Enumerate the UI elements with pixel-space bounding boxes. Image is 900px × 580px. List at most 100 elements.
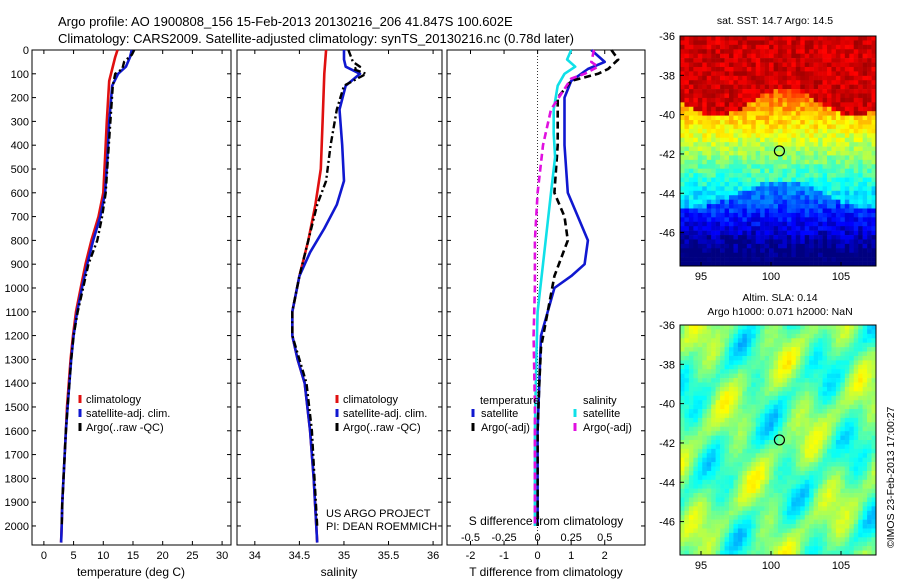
heatmap-cell (795, 66, 801, 72)
heatmap-cell (760, 89, 765, 94)
heatmap-cell (720, 44, 725, 50)
heatmap-cell (684, 329, 690, 335)
heatmap-cell (831, 155, 837, 161)
heatmap-cell (809, 479, 814, 485)
heatmap-cell (853, 475, 859, 481)
heatmap-cell (693, 537, 699, 543)
heatmap-cell (786, 71, 792, 77)
heatmap-cell (862, 164, 868, 169)
heatmap-cell (835, 115, 841, 121)
heatmap-cell (871, 378, 877, 383)
heatmap-cell (755, 475, 761, 481)
heatmap-cell (755, 325, 761, 330)
heatmap-cell (827, 347, 832, 352)
heatmap-cell (871, 75, 877, 81)
heatmap-cell (688, 53, 694, 59)
heatmap-cell (849, 208, 855, 214)
heatmap-cell (697, 44, 703, 50)
heatmap-cell (818, 484, 823, 489)
heatmap-cell (711, 195, 716, 200)
map-y-tick-label: -40 (659, 110, 675, 122)
heatmap-cell (862, 120, 868, 125)
heatmap-cell (871, 422, 877, 428)
heatmap-cell (688, 221, 694, 227)
heatmap-cell (684, 497, 690, 503)
heatmap-cell (760, 479, 765, 485)
heatmap-cell (688, 546, 694, 551)
heatmap-cell (795, 528, 801, 534)
heatmap-cell (715, 235, 721, 240)
y-tick-label: 200 (11, 93, 29, 105)
heatmap-cell (867, 155, 872, 161)
heatmap-cell (853, 329, 859, 335)
heatmap-cell (688, 146, 694, 152)
heatmap-cell (791, 212, 797, 218)
heatmap-cell (795, 199, 801, 205)
heatmap-cell (773, 40, 779, 46)
heatmap-cell (746, 128, 752, 134)
heatmap-cell (849, 488, 855, 494)
heatmap-cell (720, 204, 725, 209)
heatmap-cell (724, 435, 730, 441)
heatmap-cell (871, 444, 877, 450)
heatmap-cell (862, 440, 868, 445)
heatmap-cell (871, 71, 877, 77)
heatmap-cell (742, 239, 748, 245)
heatmap-cell (697, 409, 703, 414)
heatmap-cell (835, 142, 841, 147)
heatmap-cell (835, 66, 841, 72)
heatmap-cell (853, 409, 859, 414)
heatmap-cell (688, 378, 694, 383)
heatmap-cell (835, 40, 841, 46)
heatmap-cell (720, 524, 725, 529)
heatmap-cell (800, 524, 806, 529)
heatmap-cell (697, 195, 703, 200)
heatmap-cell (746, 151, 752, 156)
heatmap-cell (871, 62, 877, 68)
heatmap-cell (853, 479, 859, 485)
heatmap-cell (778, 440, 783, 445)
heatmap-cell (693, 369, 699, 374)
heatmap-cell (813, 404, 819, 410)
heatmap-cell (822, 66, 828, 72)
heatmap-cell (755, 204, 761, 209)
heatmap-cell (795, 75, 801, 81)
heatmap-cell (760, 133, 765, 139)
heatmap-cell (867, 221, 872, 227)
heatmap-cell (764, 475, 770, 481)
heatmap-cell (769, 133, 774, 139)
heatmap-cell (729, 329, 734, 335)
heatmap-cell (697, 413, 703, 419)
heatmap-cell (751, 93, 757, 99)
heatmap-cell (804, 462, 810, 467)
heatmap-cell (786, 333, 792, 339)
heatmap-cell (809, 413, 814, 419)
heatmap-cell (729, 391, 734, 397)
heatmap-cell (849, 168, 855, 174)
x-tick-label: 15 (127, 550, 139, 562)
heatmap-cell (795, 369, 801, 374)
heatmap-cell (773, 177, 779, 183)
heatmap-cell (702, 347, 708, 352)
heatmap-cell (769, 195, 774, 200)
heatmap-cell (729, 488, 734, 494)
heatmap-cell (729, 80, 734, 85)
heatmap-cell (733, 431, 739, 436)
heatmap-cell (831, 40, 837, 46)
heatmap-cell (693, 221, 699, 227)
heatmap-cell (715, 519, 721, 525)
header-line-2: Climatology: CARS2009. Satellite-adjuste… (58, 31, 574, 46)
heatmap-cell (706, 510, 712, 516)
heatmap-cell (853, 93, 859, 99)
heatmap-cell (715, 248, 721, 254)
heatmap-cell (791, 190, 797, 196)
heatmap-cell (822, 404, 828, 410)
heatmap-cell (778, 325, 783, 330)
heatmap-cell (724, 75, 730, 81)
heatmap-cell (862, 550, 868, 556)
heatmap-cell (751, 106, 757, 112)
heatmap-cell (818, 173, 823, 178)
heatmap-cell (858, 44, 863, 50)
heatmap-cell (804, 378, 810, 383)
heatmap-cell (760, 382, 765, 388)
